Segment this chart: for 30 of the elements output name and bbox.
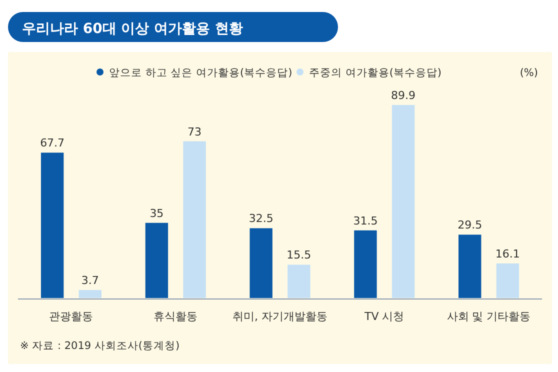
- legend-label: 앞으로 하고 싶은 여가활용(복수응답): [109, 67, 292, 79]
- data-label: 15.5: [286, 248, 312, 262]
- data-label: 32.5: [248, 212, 274, 226]
- bar: [496, 263, 520, 298]
- text: (%): [520, 67, 538, 79]
- data-label: 89.9: [391, 89, 416, 102]
- bar: [183, 141, 206, 298]
- bar: [78, 290, 102, 298]
- x-tick-label: TV 시청: [364, 310, 404, 323]
- bar: [40, 152, 64, 298]
- data-label: 29.5: [458, 218, 482, 232]
- text: ※ 자료 : 2019 사회조사(통계청): [20, 340, 180, 352]
- x-tick-label: 취미, 자기개발활동: [232, 310, 328, 323]
- bar: [145, 222, 168, 298]
- data-label: 3.7: [81, 274, 99, 288]
- data-label: 73: [188, 125, 202, 138]
- bar: [392, 105, 415, 298]
- bar: [288, 264, 310, 298]
- data-label: 35: [150, 206, 164, 220]
- bar: [354, 230, 377, 298]
- bar: [250, 228, 272, 298]
- data-label: 31.5: [353, 214, 378, 228]
- x-tick-label: 휴식활동: [154, 310, 198, 323]
- x-tick-label: 관광활동: [49, 310, 94, 323]
- legend-label: 주중의 여가활용(복수응답): [309, 67, 442, 79]
- data-label: 67.7: [40, 136, 65, 150]
- bar: [458, 234, 482, 298]
- chart-title: 우리나라 60대 이상 여가활용 현황: [22, 21, 243, 37]
- data-label: 16.1: [495, 247, 520, 260]
- x-tick-label: 사회 및 기타활동: [446, 310, 531, 323]
